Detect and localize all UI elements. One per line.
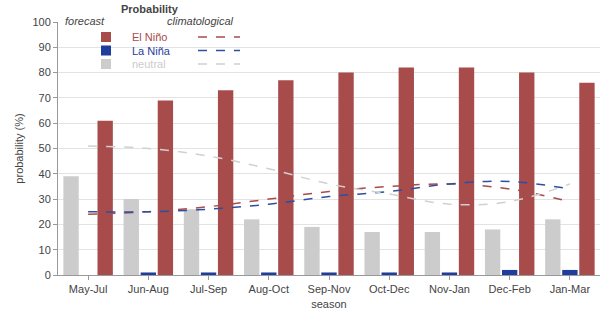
svg-text:90: 90 <box>39 41 51 53</box>
svg-text:forecast: forecast <box>65 15 105 27</box>
svg-text:30: 30 <box>39 193 51 205</box>
svg-text:Dec-Feb: Dec-Feb <box>489 283 531 295</box>
svg-text:La Niña: La Niña <box>132 45 171 57</box>
svg-text:60: 60 <box>39 117 51 129</box>
svg-text:May-Jul: May-Jul <box>69 283 108 295</box>
svg-text:70: 70 <box>39 92 51 104</box>
svg-text:probability (%): probability (%) <box>13 113 25 183</box>
svg-text:El Niño: El Niño <box>132 31 167 43</box>
svg-text:climatological: climatological <box>167 15 234 27</box>
svg-text:20: 20 <box>39 218 51 230</box>
svg-text:100: 100 <box>32 16 50 28</box>
svg-text:Aug-Oct: Aug-Oct <box>249 283 289 295</box>
svg-text:neutral: neutral <box>132 58 166 70</box>
svg-text:Oct-Dec: Oct-Dec <box>369 283 410 295</box>
svg-text:40: 40 <box>39 168 51 180</box>
svg-text:Jun-Aug: Jun-Aug <box>128 283 169 295</box>
svg-text:0: 0 <box>45 269 51 281</box>
svg-text:Nov-Jan: Nov-Jan <box>429 283 470 295</box>
svg-text:10: 10 <box>39 244 51 256</box>
svg-text:Probability: Probability <box>121 3 179 15</box>
svg-text:Jan-Mar: Jan-Mar <box>550 283 591 295</box>
svg-text:50: 50 <box>39 142 51 154</box>
svg-text:season: season <box>311 298 346 310</box>
svg-text:Sep-Nov: Sep-Nov <box>308 283 351 295</box>
svg-text:80: 80 <box>39 66 51 78</box>
svg-text:Jul-Sep: Jul-Sep <box>190 283 227 295</box>
